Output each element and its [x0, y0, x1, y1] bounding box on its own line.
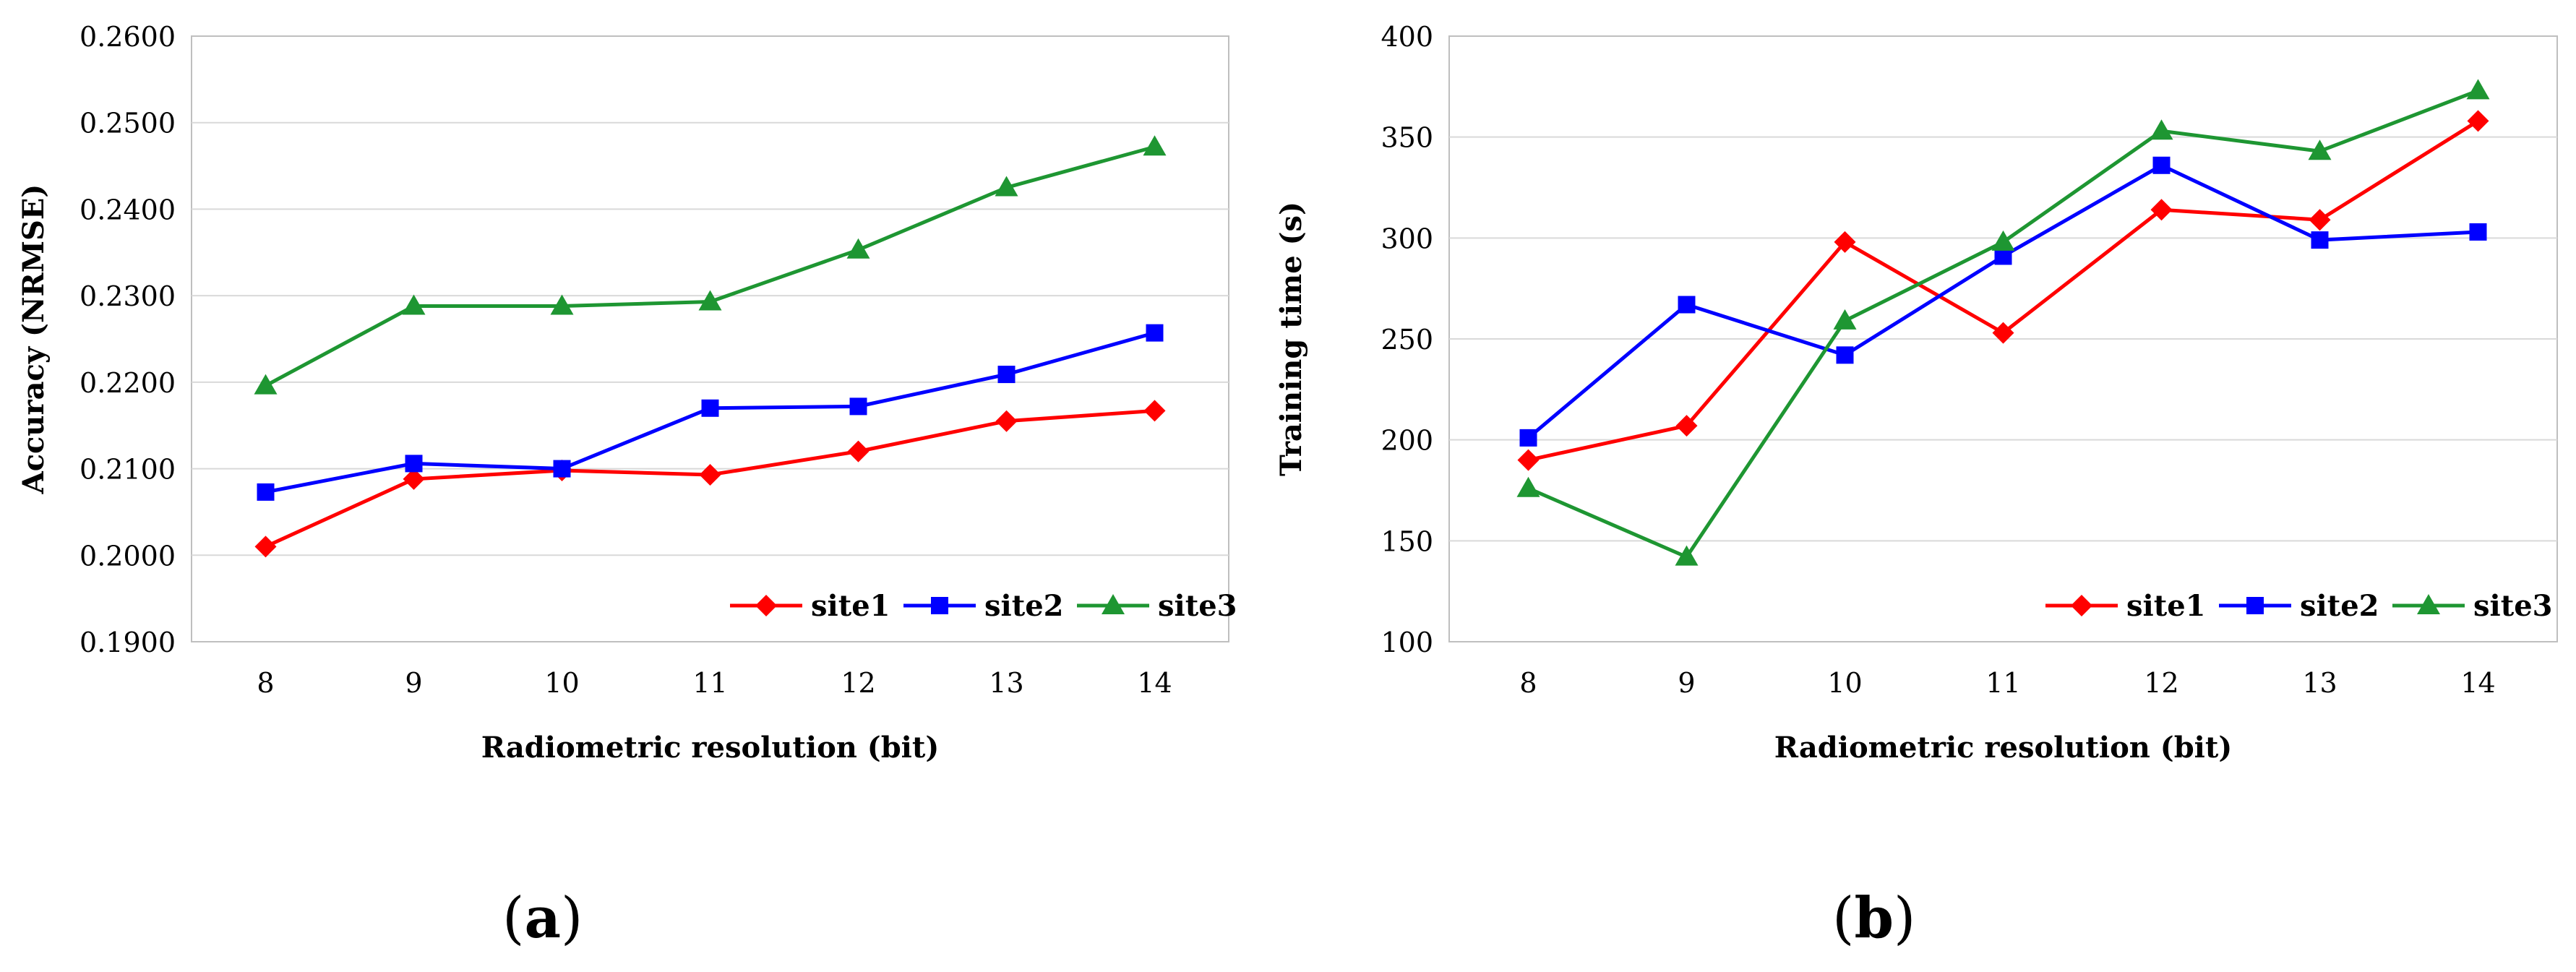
x-tick-label-b: 13 — [2302, 667, 2337, 699]
chart-a: 0.1900 0.2000 0.2100 0.2200 0.2300 0.2400 0.25… — [17, 21, 1237, 765]
data-point-site2-b — [1519, 429, 1537, 447]
legend-marker-site2-a — [931, 597, 948, 614]
y-axis-title-b: Training time (s) — [1274, 202, 1308, 476]
x-tick-label-b: 11 — [1985, 667, 2020, 699]
y-tick-label-a: 0.2600 — [80, 21, 176, 53]
data-point-site2-b — [2469, 223, 2487, 241]
plot-area-a — [191, 35, 1229, 642]
legend-label-site1-b: site1 — [2126, 589, 2205, 623]
y-tick-label-b: 100 — [1381, 627, 1433, 658]
legend-label-site3-b: site3 — [2473, 589, 2552, 623]
data-point-site3-b — [2308, 139, 2332, 160]
legend-label-site1-a: site1 — [811, 589, 890, 623]
data-point-site2-a — [1146, 324, 1164, 342]
y-tick-label-b: 150 — [1381, 525, 1433, 557]
data-point-site3-b — [1991, 230, 2015, 251]
y-tick-label-b: 250 — [1381, 324, 1433, 356]
data-point-site2-a — [405, 455, 423, 473]
data-point-site3-b — [1833, 309, 1857, 330]
x-tick-label-a: 10 — [544, 667, 579, 699]
x-tick-label-b: 10 — [1827, 667, 1862, 699]
data-point-site3-a — [402, 294, 426, 315]
data-point-site1-b — [2309, 209, 2331, 231]
data-point-site2-b — [2311, 231, 2329, 249]
series-line-site3-a — [265, 145, 1156, 387]
data-point-site1-a — [1143, 400, 1166, 422]
y-tick-label-b: 200 — [1381, 425, 1433, 457]
legend-marker-site3-a — [1102, 594, 1125, 614]
data-point-site2-a — [997, 366, 1016, 384]
data-point-site3-a — [846, 238, 870, 259]
data-point-site1-b — [2150, 199, 2173, 221]
data-point-site3-b — [1516, 476, 1540, 497]
data-point-site3-a — [1143, 135, 1167, 156]
data-point-site3-a — [995, 176, 1018, 197]
data-point-site2-b — [1836, 346, 1854, 364]
data-point-site2-a — [553, 460, 571, 478]
data-point-site1-b — [1517, 449, 1540, 471]
data-point-site3-a — [698, 290, 722, 311]
legend-marker-site1-a — [755, 595, 777, 616]
x-tick-label-a: 11 — [692, 667, 727, 699]
data-point-site1-a — [847, 440, 870, 463]
panel-letter-b: b — [1854, 885, 1894, 951]
data-point-site2-a — [849, 397, 867, 416]
data-point-site1-a — [995, 410, 1018, 432]
data-point-site2-a — [257, 483, 275, 501]
panel-label-a: (a) — [502, 885, 583, 951]
legend-label-site2-b: site2 — [2300, 589, 2379, 623]
x-tick-label-b: 12 — [2144, 667, 2178, 699]
chart-b: 100 150 200 250 300 350 400 8 9 10 11 12 13 14 Radiome… — [1274, 21, 2558, 765]
legend-marker-site2-b — [2246, 597, 2264, 614]
y-tick-label-a: 0.2200 — [80, 367, 176, 399]
y-tick-label-a: 0.2100 — [80, 454, 176, 486]
x-tick-label-b: 14 — [2460, 667, 2495, 699]
data-point-site3-a — [550, 294, 574, 315]
panel-letter-a: a — [524, 885, 561, 951]
x-tick-label-a: 13 — [989, 667, 1023, 699]
data-point-site2-b — [1678, 296, 1696, 314]
y-tick-label-a: 0.2300 — [80, 280, 176, 312]
y-tick-label-a: 0.1900 — [80, 627, 176, 658]
data-point-site1-b — [2467, 110, 2489, 132]
series-line-site1-b — [1527, 119, 2479, 463]
data-point-site3-a — [254, 374, 278, 395]
legend-label-site2-a: site2 — [984, 589, 1063, 623]
data-point-site2-b — [2152, 156, 2171, 174]
x-tick-label-a: 12 — [841, 667, 875, 699]
x-tick-label-a: 8 — [257, 667, 274, 699]
legend-a: site1 site2 site3 — [730, 589, 1237, 623]
x-tick-label-b: 9 — [1678, 667, 1695, 699]
legend-b: site1 site2 site3 — [2045, 589, 2552, 623]
series-line-site2-b — [1527, 163, 2478, 439]
y-tick-label-a: 0.2400 — [80, 194, 176, 225]
data-point-site3-b — [2150, 119, 2173, 140]
data-point-site3-b — [2466, 79, 2490, 100]
x-tick-label-a: 9 — [405, 667, 422, 699]
panel-label-b: (b) — [1832, 885, 1916, 951]
data-point-site2-a — [701, 399, 719, 417]
legend-marker-site3-b — [2417, 594, 2440, 614]
legend-label-site3-a: site3 — [1158, 589, 1237, 623]
y-tick-label-b: 300 — [1381, 223, 1433, 254]
x-tick-label-b: 8 — [1519, 667, 1537, 699]
data-point-site1-a — [254, 536, 277, 558]
x-axis-title-b: Radiometric resolution (bit) — [1774, 731, 2233, 765]
data-point-site1-b — [1992, 322, 2014, 344]
data-point-site1-b — [1675, 415, 1698, 437]
y-tick-label-b: 350 — [1381, 122, 1433, 154]
data-point-site3-b — [1675, 545, 1699, 566]
y-tick-label-a: 0.2000 — [80, 540, 176, 572]
x-axis-title-a: Radiometric resolution (bit) — [481, 731, 940, 765]
y-axis-title-a: Accuracy (NRMSE) — [17, 184, 51, 495]
y-tick-label-a: 0.2500 — [80, 108, 176, 139]
x-tick-label-a: 14 — [1137, 667, 1172, 699]
legend-marker-site1-b — [2071, 595, 2092, 616]
data-point-site1-a — [699, 463, 721, 486]
y-tick-label-b: 400 — [1381, 21, 1433, 53]
data-point-site1-a — [403, 468, 425, 490]
data-point-site1-b — [1834, 231, 1856, 253]
